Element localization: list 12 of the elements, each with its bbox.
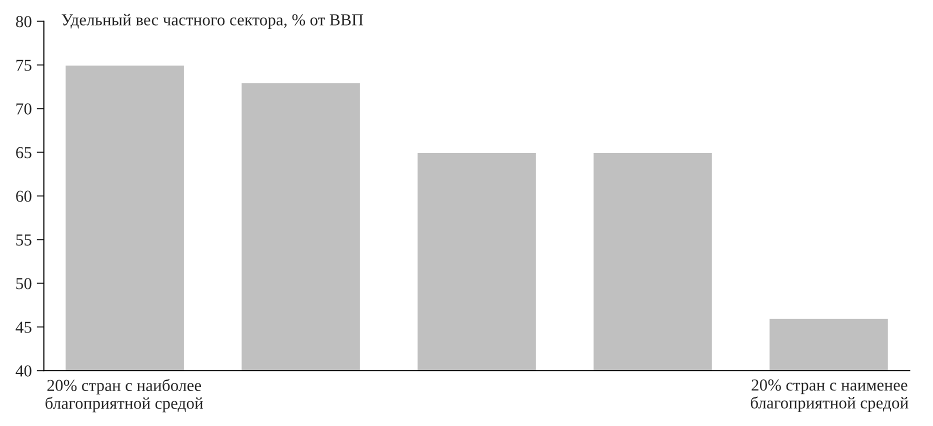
x-tick-label: 20% стран с наиболее благоприятной средой [46,378,204,412]
y-tick-label: 70 [16,103,32,115]
chart-title: Удельный вес частного сектора, % от ВВП [62,14,364,29]
x-tick-label: 20% стран с наименее благоприятной средой [750,379,908,412]
y-tick-label: 65 [16,147,32,158]
y-tick-label: 75 [16,60,32,71]
y-tick-label: 50 [16,278,32,290]
y-tick-label: 45 [16,322,32,333]
y-tick-label: 40 [16,365,32,377]
y-tick-label: 55 [16,234,32,246]
y-tick-label: 60 [16,190,32,202]
y-tick-label: 80 [16,16,32,28]
